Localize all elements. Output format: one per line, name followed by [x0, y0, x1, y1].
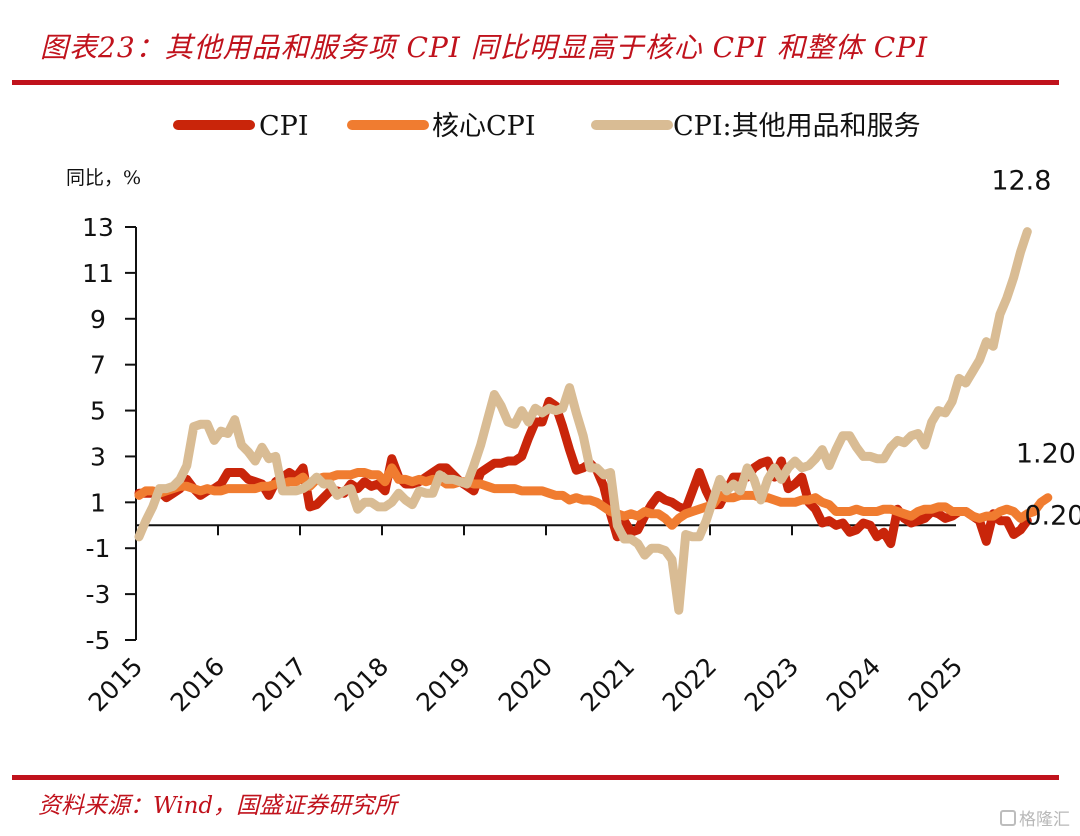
x-tick-label: 2024 [821, 652, 886, 717]
y-tick-label: 7 [90, 351, 106, 380]
x-tick-label: 2015 [83, 652, 148, 717]
series-line-core-cpi [134, 463, 1053, 530]
x-tick-label: 2019 [411, 652, 476, 717]
legend-label-core-cpi: 核心CPI [432, 111, 536, 142]
data-label-cpi: 0.20 [1024, 501, 1080, 532]
x-tick-label: 2022 [657, 652, 722, 717]
data-label-other-goods-services: 12.8 [991, 166, 1051, 197]
footer-divider [12, 775, 1059, 780]
y-tick-label: 13 [82, 213, 114, 242]
x-tick-label: 2023 [739, 652, 804, 717]
x-axis: 2015 2016 2017 2018 2019 2020 2021 2022 2023 2024… [83, 524, 968, 717]
watermark-text: 格隆汇 [1019, 810, 1070, 830]
watermark: 格隆汇 [1000, 805, 1070, 830]
title-divider [12, 80, 1059, 85]
y-tick-label: -1 [86, 534, 111, 563]
x-tick-label: 2016 [165, 652, 230, 717]
x-tick-label: 2017 [247, 652, 312, 717]
annotations: 12.8 1.20 0.20 [991, 166, 1080, 532]
y-axis: 13 11 9 7 5 3 1 -1 -3 -5 [82, 213, 137, 655]
data-label-core-cpi: 1.20 [1016, 439, 1076, 470]
series-lines [134, 227, 1053, 615]
y-tick-label: -5 [86, 626, 111, 655]
x-tick-label: 2025 [903, 652, 968, 717]
legend-item-other-goods-services[interactable]: CPI:其他用品和服务 [591, 111, 921, 142]
y-tick-label: 1 [90, 488, 106, 517]
x-tick-label: 2020 [493, 652, 558, 717]
chart-title: 图表23：其他用品和服务项 CPI 同比明显高于核心 CPI 和整体 CPI [40, 31, 929, 64]
legend-item-core-cpi[interactable]: 核心CPI [347, 111, 536, 142]
legend-label-other-goods-services: CPI:其他用品和服务 [673, 111, 921, 142]
y-axis-unit-label: 同比，% [66, 167, 141, 189]
y-tick-label: 3 [90, 442, 106, 471]
x-tick-label: 2021 [575, 652, 640, 717]
legend: CPI 核心CPI CPI:其他用品和服务 [173, 111, 921, 142]
y-tick-label: -3 [86, 580, 111, 609]
series-line-cpi [134, 396, 1032, 549]
source-note: 资料来源：Wind，国盛证券研究所 [38, 793, 398, 819]
y-tick-label: 5 [90, 397, 106, 426]
watermark-logo-icon [1000, 809, 1016, 826]
legend-item-cpi[interactable]: CPI [173, 111, 309, 142]
legend-label-cpi: CPI [259, 111, 309, 142]
x-tick-label: 2018 [329, 652, 394, 717]
series-line-other-goods-services [134, 227, 1032, 615]
chart-area: CPI 核心CPI CPI:其他用品和服务 同比，% 13 11 9 7 5 3 1 -1 -3… [66, 111, 1080, 717]
y-tick-label: 9 [90, 305, 106, 334]
y-tick-label: 11 [82, 259, 114, 288]
